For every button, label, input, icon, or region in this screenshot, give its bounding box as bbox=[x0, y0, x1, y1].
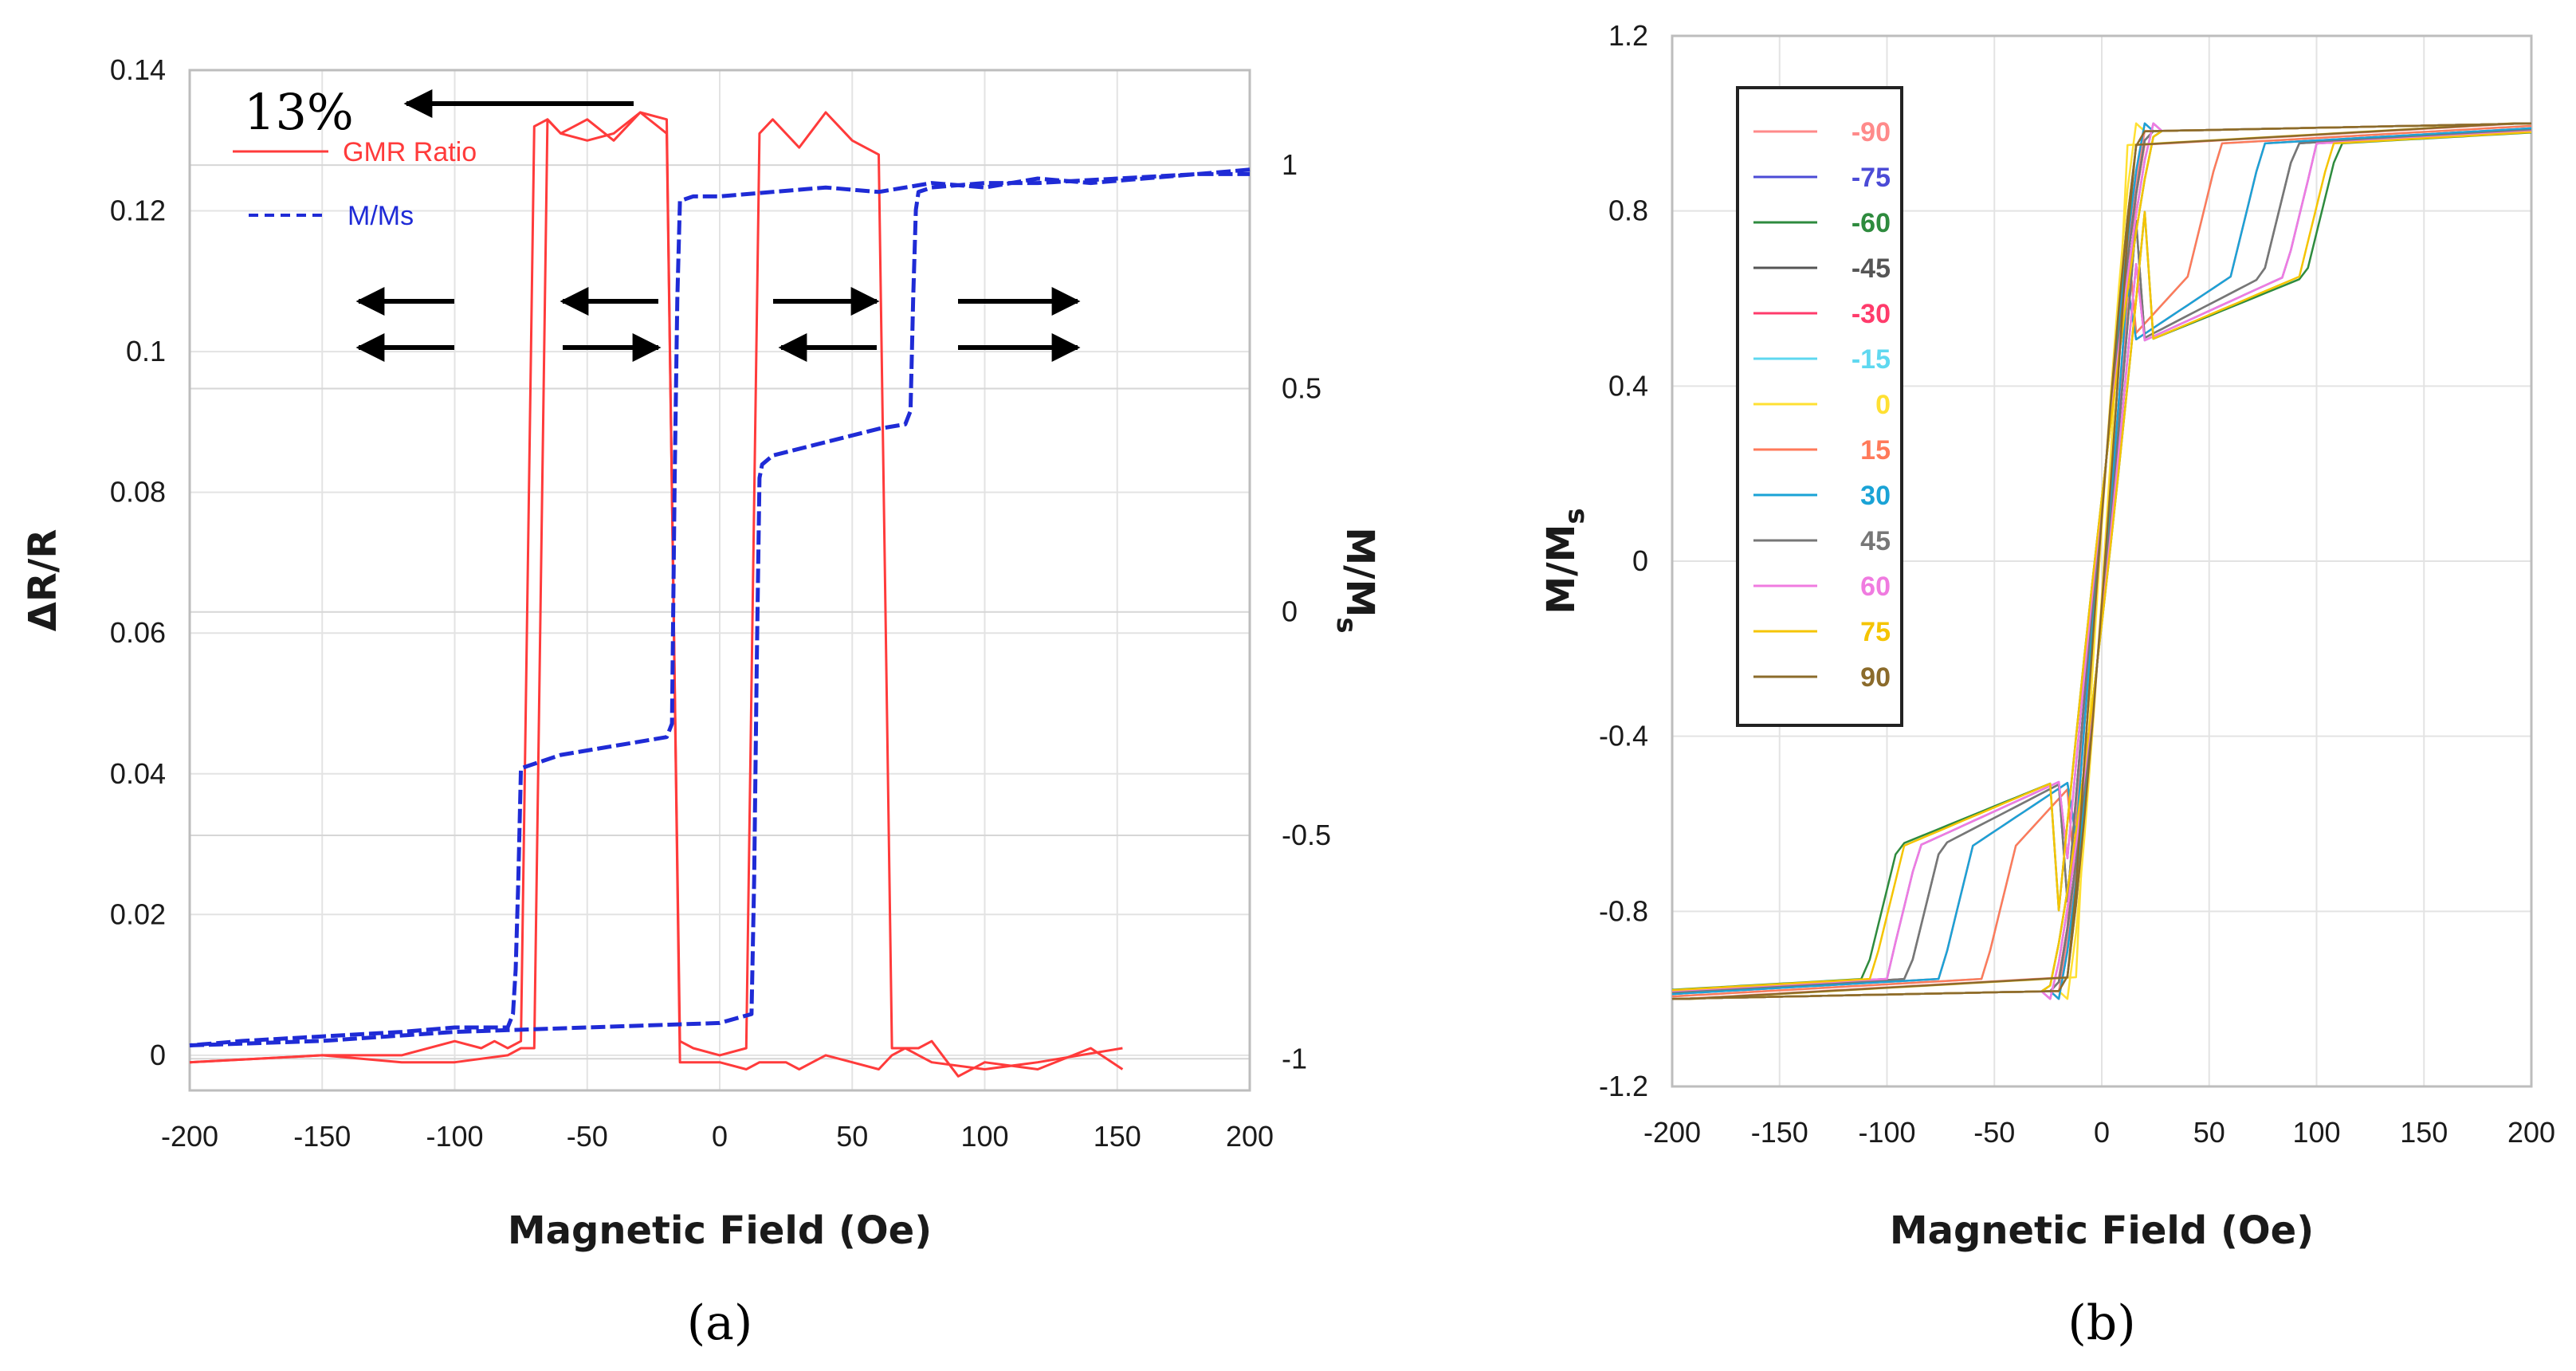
panel-b-x-tick: 0 bbox=[2094, 1116, 2110, 1149]
panel-b-loop-90-up bbox=[1671, 122, 2531, 1000]
panel-b-x-tick: -50 bbox=[1973, 1116, 2015, 1149]
panel-a-series-line-0 bbox=[189, 111, 1124, 1078]
panel-a-direction-arrows bbox=[355, 89, 1081, 362]
panel-b-legend-items: -90 -75 -60 -45 -30 -15 0 15 30 45 60 75 90 bbox=[1753, 117, 1891, 693]
panel-a-x-tick: 100 bbox=[960, 1120, 1008, 1153]
panel-a-series-line-2 bbox=[189, 167, 1251, 1047]
panel-a-x-ticks: -200 -150 -100 -50 0 50 100 150 200 bbox=[161, 1120, 1274, 1153]
panel-a-y-tick: 0.1 bbox=[126, 335, 166, 367]
panel-b-y-title-main: M/M bbox=[1539, 524, 1584, 615]
panel-b-y-ticks: -1.2 -0.8 -0.4 0 0.4 0.8 1.2 bbox=[1599, 19, 1648, 1102]
panel-b-x-axis-title: Magnetic Field (Oe) bbox=[1890, 1208, 2314, 1253]
panel-b-legend: -90 -75 -60 -45 -30 -15 0 15 30 45 60 75 90 bbox=[1736, 86, 1903, 727]
panel-a-series-line-3 bbox=[189, 171, 1250, 1047]
panel-a-y2-axis-title: M/Ms bbox=[1330, 527, 1382, 633]
panel-a-y2-tick: 0 bbox=[1282, 595, 1298, 628]
panel-b-legend-label: -75 bbox=[1852, 163, 1891, 193]
panel-b-legend-label: -60 bbox=[1852, 208, 1891, 238]
panel-a-y-axis-title: ΔR/R bbox=[21, 529, 65, 632]
panel-b-label: (b) bbox=[2067, 1295, 2135, 1351]
panel-b-y-tick: -1.2 bbox=[1599, 1070, 1648, 1102]
panel-a-x-tick: -200 bbox=[161, 1120, 218, 1153]
panel-b-y-tick: 0.8 bbox=[1608, 194, 1648, 227]
panel-a-y2-title-sub: s bbox=[1330, 617, 1362, 633]
panel-b-y-tick: 0 bbox=[1632, 544, 1648, 577]
panel-a-x-tick: -100 bbox=[426, 1120, 483, 1153]
panel-a-y-tick: 0.08 bbox=[110, 476, 166, 509]
panel-b-y-tick: -0.8 bbox=[1599, 894, 1648, 927]
panel-a-grid bbox=[189, 69, 1251, 1090]
panel-a-y-tick: 0 bbox=[150, 1039, 166, 1071]
panel-b-legend-label: 30 bbox=[1860, 481, 1891, 511]
panel-a-y2-title-main: M/M bbox=[1337, 527, 1382, 617]
panel-a-y-ticks: 0 0.02 0.04 0.06 0.08 0.1 0.12 0.14 bbox=[110, 53, 166, 1071]
panel-a-plot-frame bbox=[188, 69, 1251, 1092]
panel-b-y-tick: 1.2 bbox=[1608, 19, 1648, 52]
panel-a-x-axis-title: Magnetic Field (Oe) bbox=[508, 1208, 932, 1253]
panel-b-x-tick: 100 bbox=[2292, 1116, 2340, 1149]
panel-b-y-tick: 0.4 bbox=[1608, 369, 1648, 402]
panel-a-legend: GMR Ratio M/Ms bbox=[233, 137, 477, 231]
panel-b-y-tick: -0.4 bbox=[1599, 720, 1648, 752]
panel-a-x-tick: 0 bbox=[712, 1120, 728, 1153]
panel-a-y-tick: 0.12 bbox=[110, 194, 166, 227]
panel-b-legend-label: 15 bbox=[1860, 435, 1891, 466]
panel-b-y-axis-title: M/Ms bbox=[1539, 508, 1591, 614]
panel-a-x-tick: 200 bbox=[1226, 1120, 1274, 1153]
panel-b-legend-box bbox=[1736, 86, 1903, 727]
panel-b-x-tick: -150 bbox=[1751, 1116, 1808, 1149]
panel-b-legend-label: 75 bbox=[1860, 617, 1891, 647]
panel-b-x-tick: 150 bbox=[2400, 1116, 2448, 1149]
panel-a-series-line-1 bbox=[189, 111, 1123, 1070]
panel-a-y-tick: 0.04 bbox=[110, 757, 166, 790]
panel-a-y2-tick: 1 bbox=[1282, 148, 1298, 181]
panel-b-series bbox=[1671, 122, 2532, 1000]
panel-b-loop-90-down bbox=[1672, 122, 2532, 1000]
panel-a-y2-tick: -0.5 bbox=[1282, 819, 1331, 851]
panel-b-x-tick: -200 bbox=[1643, 1116, 1701, 1149]
panel-b-x-tick: 50 bbox=[2193, 1116, 2225, 1149]
panel-b-y-title-sub: s bbox=[1559, 508, 1591, 524]
panel-b-legend-label: 60 bbox=[1860, 572, 1891, 602]
panel-a-x-tick: -150 bbox=[293, 1120, 351, 1153]
legend-mms-label: M/Ms bbox=[348, 201, 414, 231]
panel-b-x-ticks: -200 -150 -100 -50 0 50 100 150 200 bbox=[1643, 1116, 2555, 1149]
annotation-13-percent: 13% bbox=[244, 83, 354, 141]
panel-b-legend-label: -45 bbox=[1852, 253, 1891, 284]
panel-a-label: (a) bbox=[687, 1295, 753, 1351]
panel-b-legend-label: -15 bbox=[1852, 344, 1891, 375]
panel-a-x-tick: -50 bbox=[567, 1120, 608, 1153]
panel-a-y-tick: 0.06 bbox=[110, 616, 166, 649]
panel-a-y-tick: 0.02 bbox=[110, 898, 166, 930]
panel-a-y2-tick: 0.5 bbox=[1282, 371, 1321, 404]
panel-a-y-tick: 0.14 bbox=[110, 53, 166, 86]
panel-b-legend-label: 0 bbox=[1875, 390, 1891, 420]
panel-a-x-tick: 150 bbox=[1094, 1120, 1141, 1153]
panel-b-legend-label: 90 bbox=[1860, 662, 1891, 693]
panel-a-series bbox=[189, 111, 1251, 1078]
panel-b-legend-label: -30 bbox=[1852, 299, 1891, 329]
panel-a-chart: -200 -150 -100 -50 0 50 100 150 200 0 0.02 0.04 0.0… bbox=[21, 53, 1382, 1351]
panel-a-y2-ticks: -1 -0.5 0 0.5 1 bbox=[1282, 148, 1331, 1074]
panel-b-plot-frame bbox=[1671, 34, 2533, 1088]
panel-b-legend-label: -90 bbox=[1852, 117, 1891, 147]
panel-a-x-tick: 50 bbox=[836, 1120, 868, 1153]
legend-gmr-label: GMR Ratio bbox=[343, 137, 477, 167]
panel-b-x-tick: 200 bbox=[2507, 1116, 2555, 1149]
panel-b-x-tick: -100 bbox=[1858, 1116, 1915, 1149]
panel-b-chart: -200 -150 -100 -50 0 50 100 150 200 -1.2-0.8-0.4… bbox=[1539, 19, 2555, 1351]
panel-b-legend-label: 45 bbox=[1860, 526, 1891, 556]
panel-a-y2-tick: -1 bbox=[1282, 1042, 1307, 1074]
